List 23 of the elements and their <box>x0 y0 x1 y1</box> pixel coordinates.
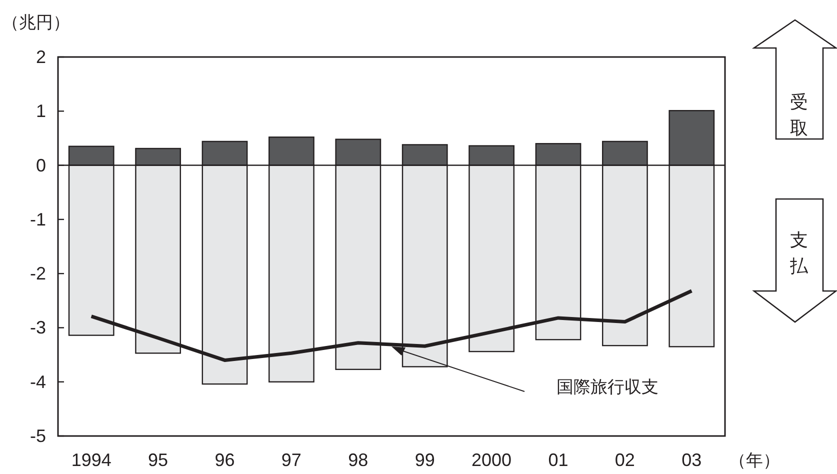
y-tick-label: 1 <box>36 101 46 122</box>
text: 支払 <box>789 230 809 276</box>
text: 受取 <box>790 92 808 138</box>
y-tick-label: -5 <box>30 426 46 446</box>
x-tick-label: 03 <box>682 450 702 470</box>
x-axis-title: （年） <box>729 451 780 470</box>
y-tick-label: -2 <box>30 264 46 284</box>
y-tick-label: 2 <box>36 47 46 67</box>
x-tick-label: 98 <box>348 450 368 470</box>
x-tick-label: 02 <box>614 450 635 470</box>
text: 国際旅行収支 <box>556 378 658 396</box>
y-axis-title: （兆円） <box>2 13 70 32</box>
y-tick-label: -4 <box>30 372 46 392</box>
x-tick-label: 95 <box>148 450 168 470</box>
y-tick-label: -1 <box>30 209 46 230</box>
x-tick-label: 1994 <box>71 450 112 470</box>
x-tick-label: 2000 <box>472 450 512 470</box>
y-tick-label: 0 <box>36 155 46 176</box>
x-tick-label: 97 <box>281 450 302 470</box>
y-tick-label: -3 <box>30 318 46 338</box>
x-tick-label: 01 <box>548 450 568 470</box>
x-tick-label: 96 <box>214 450 235 470</box>
x-tick-label: 99 <box>414 450 435 470</box>
